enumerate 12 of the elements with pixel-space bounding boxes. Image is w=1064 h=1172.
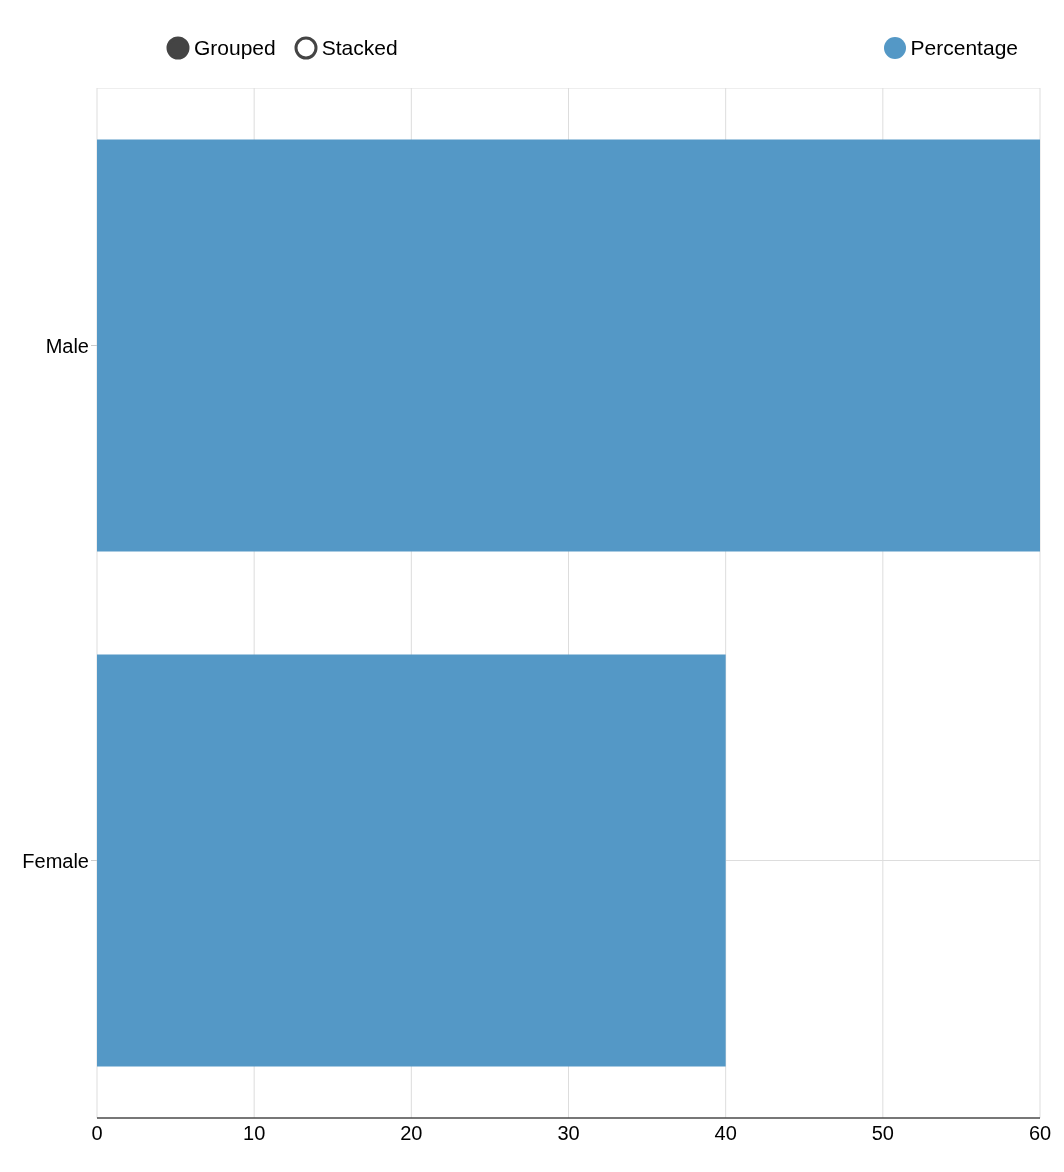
text: Grouped (194, 36, 276, 60)
y-tick-label: Male (45, 334, 89, 357)
x-tick-label: 20 (400, 1122, 423, 1145)
x-tick-label: 40 (714, 1122, 737, 1145)
text: Stacked (321, 36, 398, 60)
x-tick-label: 0 (91, 1122, 103, 1145)
x-tick-label: 60 (1028, 1122, 1052, 1145)
legend-label: Percentage (910, 36, 1018, 60)
y-tick-label: Female (22, 849, 89, 872)
x-tick-label: 30 (557, 1122, 580, 1145)
x-tick-label: 50 (871, 1122, 894, 1145)
x-tick-label: 10 (243, 1122, 266, 1145)
